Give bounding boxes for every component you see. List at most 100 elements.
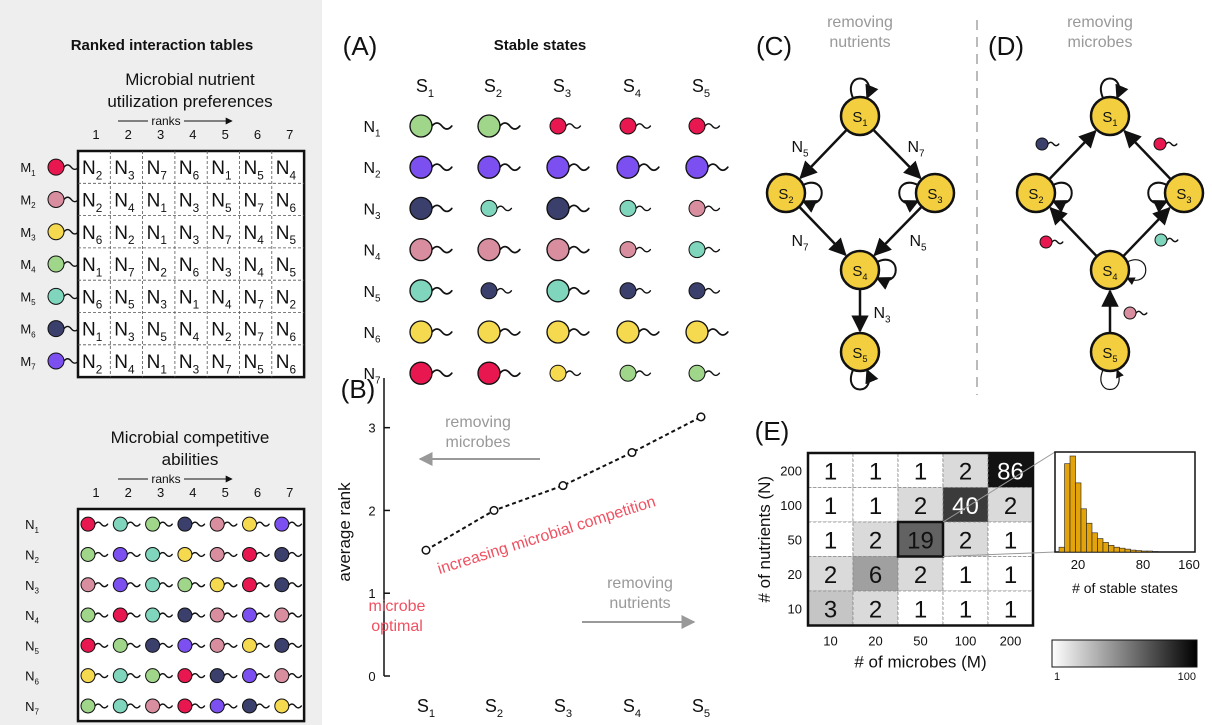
microbe-tail (94, 612, 109, 618)
microbe-tail (568, 328, 590, 336)
panel-d-loop-s3 (1147, 181, 1169, 213)
panel-a-microbe-icon (688, 241, 721, 259)
comp-row-label: N6 (25, 669, 39, 687)
pref-cell: N1 (147, 352, 167, 376)
pref-cell: N1 (147, 190, 167, 214)
microbe-tail (704, 287, 721, 294)
pref-table-rank-number: 7 (286, 127, 293, 142)
microbe-tail (499, 122, 521, 130)
comp-row-label-base: N (25, 699, 34, 714)
comp-cell-microbe-icon (177, 516, 206, 532)
panel-a-microbe-icon (619, 117, 652, 135)
pref-cell-sub: 2 (96, 169, 103, 182)
pref-cell: N6 (276, 352, 297, 376)
pref-cell-base: N (114, 223, 128, 244)
panel-a-label: (A) (343, 31, 378, 61)
pref-cell: N5 (244, 352, 265, 376)
pref-row-label-sub: 5 (31, 298, 36, 307)
chart-x-tick-label: S2 (485, 696, 503, 720)
pref-row-microbe-icon (47, 158, 80, 176)
heatmap-col-label: 20 (868, 634, 882, 649)
comp-cell-microbe-icon (209, 668, 238, 684)
chart-x-tick-label-base: S (554, 696, 566, 716)
panel-c-node-s5-label-base: S (852, 345, 862, 362)
microbe-body (274, 698, 290, 714)
comp-cell-microbe-icon (274, 607, 303, 623)
panel-a-nutrient-label-base: N (363, 243, 375, 260)
panel-a-nutrient-label: N6 (363, 325, 381, 345)
microbe-body (409, 155, 433, 179)
heatmap-cell (942, 556, 989, 592)
annot-removing-microbes-2: microbes (446, 434, 511, 451)
comp-cell-microbe-icon (80, 607, 109, 623)
hist-bar (1108, 544, 1115, 553)
panel-a-microbe-icon (480, 282, 513, 300)
panel-d-edge-microbe-icon (1035, 137, 1060, 151)
panel-a-nutrient-label-sub: 1 (375, 128, 381, 139)
pref-cell-sub: 4 (193, 331, 200, 344)
microbe-body (80, 698, 96, 714)
panel-a-nutrient-label: N7 (363, 366, 381, 386)
microbe-tail (568, 286, 590, 295)
heatmap-cell-value: 1 (914, 458, 927, 485)
pref-cell: N4 (276, 158, 297, 182)
panel-c-loop-s4 (875, 258, 897, 290)
heatmap-y-axis-label: # of nutrients (N) (755, 476, 774, 603)
panel-a-microbe-icon (546, 155, 590, 179)
panel-a-nutrient-label-sub: 6 (375, 334, 381, 345)
microbe-tail (63, 325, 80, 332)
panel-a-nutrient-label-base: N (363, 366, 375, 383)
panel-c-edge-label-base: N (907, 139, 919, 156)
microbe-tail (568, 245, 590, 254)
microbe-tail (158, 703, 173, 709)
panel-a-microbe-icon (685, 320, 729, 344)
heatmap-row-label: 10 (788, 601, 802, 616)
annot-removing-nutrients-2: nutrients (609, 595, 670, 612)
microbe-body (112, 516, 128, 532)
pref-cell-base: N (114, 320, 128, 341)
panel-a-microbe-icon (409, 279, 453, 303)
panel-a-state-header-base: S (553, 76, 565, 96)
pref-cell-base: N (276, 352, 290, 373)
chart-x-tick-label-sub: 2 (497, 708, 503, 720)
heatmap-cell-value: 1 (869, 493, 882, 520)
microbe-tail (191, 521, 206, 527)
comp-cell-microbe-icon (112, 637, 141, 653)
pref-cell-base: N (179, 158, 193, 179)
pref-cell-base: N (244, 320, 258, 341)
microbe-tail (638, 328, 660, 336)
microbe-body (409, 114, 433, 138)
panel-c-caption-2: nutrients (829, 34, 890, 51)
microbe-body (177, 668, 193, 684)
microbe-body (209, 607, 225, 623)
comp-row-label-sub: 6 (34, 677, 39, 686)
panel-c-node-s4-label: S4 (852, 263, 867, 282)
microbe-tail (126, 642, 141, 648)
pref-cell: N7 (211, 223, 231, 247)
chart-x-tick-label-base: S (692, 696, 704, 716)
pref-row-label-sub: 6 (31, 330, 36, 339)
panel-c-edge-s2-s4 (798, 206, 847, 257)
microbe-body (1153, 137, 1167, 151)
pref-cell-base: N (82, 190, 96, 211)
microbe-tail (635, 205, 652, 212)
pref-cell: N3 (179, 223, 200, 247)
microbe-tail (565, 123, 582, 129)
microbe-body (409, 237, 433, 262)
microbe-body (112, 698, 128, 714)
panel-a-state-header-sub: 3 (565, 88, 571, 100)
comp-row-label-base: N (25, 578, 34, 593)
pref-cell: N4 (244, 223, 265, 247)
chart-x-tick-label: S5 (692, 696, 710, 720)
pref-cell-sub: 5 (128, 299, 135, 312)
panel-d-edge-s3-s1 (1123, 129, 1172, 180)
panel-a-microbe-icon (409, 237, 453, 262)
panel-c-edge-label-sub: 3 (885, 314, 891, 325)
panel-c-edge-label-sub: 5 (803, 148, 809, 159)
panel-b-label: (B) (341, 374, 376, 404)
panel-a-nutrient-label-base: N (363, 284, 375, 301)
pref-cell-base: N (147, 287, 161, 308)
microbe-body (409, 196, 433, 221)
microbe-tail (635, 123, 652, 129)
pref-row-label-base: M (20, 192, 31, 207)
